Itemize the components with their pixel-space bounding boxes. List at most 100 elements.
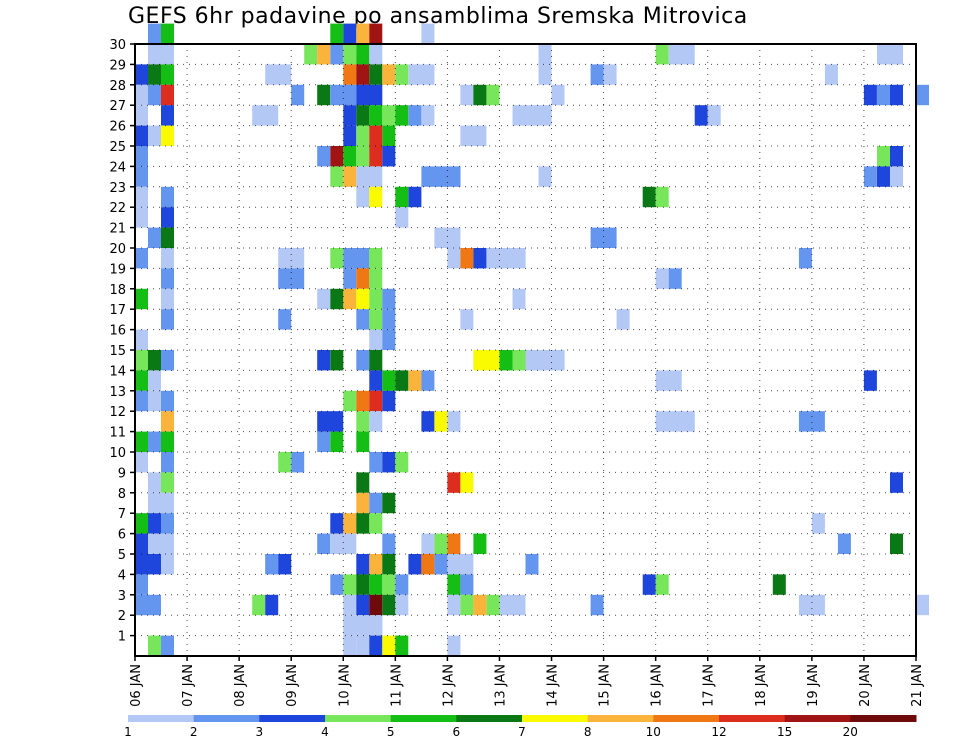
heatmap-cell <box>356 554 370 575</box>
heatmap-cell <box>135 533 148 554</box>
heatmap-cell <box>538 166 552 187</box>
heatmap-cell <box>330 146 344 167</box>
heatmap-cell <box>707 105 721 126</box>
heatmap-cell <box>317 84 331 106</box>
heatmap-cell <box>135 574 148 595</box>
legend-swatch <box>390 715 457 722</box>
heatmap-cell <box>486 84 500 106</box>
heatmap-cell <box>811 513 825 534</box>
heatmap-cell <box>356 288 370 310</box>
heatmap-cell <box>369 23 383 44</box>
color-legend: 1 2 3 4 5 6 7 8 10 12 15 20 <box>124 715 917 739</box>
legend-label: 3 <box>255 725 263 739</box>
heatmap-cell <box>408 105 422 126</box>
heatmap-cell <box>395 207 409 228</box>
heatmap-cell <box>278 554 292 575</box>
heatmap-cell <box>590 594 604 616</box>
heatmap-cell <box>148 370 161 391</box>
legend-label: 8 <box>584 725 592 739</box>
heatmap-cell <box>642 186 656 208</box>
heatmap-cell <box>356 166 383 187</box>
heatmap-cell <box>135 370 148 391</box>
heatmap-cell <box>161 350 174 371</box>
legend-label: 5 <box>387 725 395 739</box>
heatmap-cell <box>343 146 357 167</box>
heatmap-cell <box>655 186 669 208</box>
heatmap-cell <box>369 309 383 330</box>
legend-swatch <box>259 715 326 722</box>
heatmap-cell <box>356 492 370 514</box>
heatmap-cell <box>512 105 552 126</box>
x-tick-label: 13 JAN <box>493 664 508 707</box>
heatmap-cell <box>161 288 174 310</box>
heatmap-cell <box>863 84 877 106</box>
heatmap-cell <box>161 472 174 493</box>
heatmap-cell <box>408 64 435 85</box>
heatmap-cell <box>369 594 383 616</box>
heatmap-cell <box>890 146 903 167</box>
heatmap-cell <box>382 574 396 595</box>
heatmap-cell <box>382 105 396 126</box>
heatmap-cell <box>421 533 435 554</box>
x-tick-label: 14 JAN <box>546 664 561 707</box>
heatmap-cell <box>161 84 174 106</box>
heatmap-cell <box>161 23 174 44</box>
heatmap-cell <box>655 411 695 432</box>
y-tick-label: 25 <box>109 140 126 155</box>
heatmap-cell <box>395 186 409 208</box>
legend-swatch <box>193 715 260 722</box>
heatmap-cell <box>343 288 357 310</box>
heatmap-cell <box>434 554 448 575</box>
heatmap-cell <box>382 146 396 167</box>
heatmap-cell <box>356 23 370 44</box>
heatmap-cell <box>369 370 383 391</box>
heatmap-cell <box>421 105 435 126</box>
heatmap-cell <box>395 635 409 656</box>
heatmap-cell <box>265 594 279 616</box>
heatmap-cell <box>356 635 370 656</box>
heatmap-cell <box>135 84 148 106</box>
y-tick-label: 17 <box>109 303 126 318</box>
heatmap-cell <box>161 411 174 432</box>
heatmap-cell <box>161 431 174 452</box>
heatmap-cell <box>330 513 344 534</box>
heatmap-cell <box>382 452 396 473</box>
y-tick-label: 7 <box>118 507 126 522</box>
heatmap-cell <box>161 513 174 534</box>
heatmap-cell <box>408 370 422 391</box>
heatmap-cell <box>447 554 474 575</box>
chart-title: GEFS 6hr padavine po ansamblima Sremska … <box>128 4 748 29</box>
heatmap-cell <box>434 533 448 554</box>
y-tick-label: 1 <box>118 630 126 645</box>
heatmap-cell <box>343 248 370 269</box>
heatmap-cell <box>486 594 500 616</box>
heatmap-cell <box>317 288 331 310</box>
y-tick-label: 4 <box>118 568 126 583</box>
heatmap-cell <box>356 411 370 432</box>
heatmap-cell <box>148 350 161 371</box>
heatmap-cell <box>148 23 161 44</box>
heatmap-cell <box>473 533 487 554</box>
heatmap-cell <box>916 594 929 616</box>
y-tick-label: 23 <box>109 181 126 196</box>
heatmap-cell <box>330 44 344 65</box>
heatmap-cell <box>382 390 396 412</box>
y-tick-label: 11 <box>109 426 126 441</box>
heatmap-cell <box>135 146 148 167</box>
heatmap-cell <box>590 227 617 248</box>
heatmap-cell <box>655 44 669 65</box>
heatmap-cell <box>916 84 929 106</box>
x-tick-label: 19 JAN <box>806 664 821 707</box>
heatmap-cell <box>369 146 383 167</box>
x-axis-ticks: 06 JAN 07 JAN 08 JAN 09 JAN 10 JAN 11 JAN 12 J… <box>129 656 925 707</box>
heatmap-cell <box>161 635 174 656</box>
heatmap-cell <box>382 125 396 146</box>
heatmap-cell <box>148 594 161 616</box>
heatmap-cell <box>161 268 174 289</box>
legend-swatch <box>719 715 786 722</box>
heatmap-cell <box>135 350 148 371</box>
heatmap-cell <box>161 554 174 575</box>
heatmap-cell <box>148 513 161 534</box>
grid-lines <box>135 43 916 656</box>
